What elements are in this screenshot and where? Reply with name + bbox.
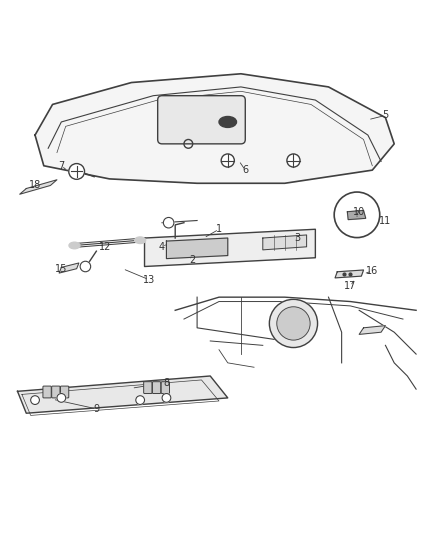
Circle shape [334, 192, 380, 238]
Text: 6: 6 [242, 165, 248, 175]
Polygon shape [18, 376, 228, 413]
Polygon shape [347, 211, 366, 220]
Circle shape [31, 395, 39, 405]
Ellipse shape [135, 237, 145, 244]
Polygon shape [35, 74, 394, 183]
Circle shape [57, 393, 66, 402]
Circle shape [221, 154, 234, 167]
FancyBboxPatch shape [161, 382, 170, 393]
Circle shape [80, 261, 91, 272]
Circle shape [287, 154, 300, 167]
Polygon shape [145, 229, 315, 266]
FancyBboxPatch shape [52, 386, 60, 398]
FancyBboxPatch shape [152, 382, 161, 393]
FancyBboxPatch shape [144, 382, 152, 393]
Text: 4: 4 [159, 242, 165, 252]
Text: 8: 8 [163, 377, 170, 387]
Ellipse shape [219, 117, 237, 127]
FancyBboxPatch shape [158, 96, 245, 144]
Circle shape [162, 393, 171, 402]
Text: ?: ? [355, 211, 359, 219]
Text: 5: 5 [382, 110, 389, 120]
Text: 1: 1 [216, 224, 222, 235]
Text: 7: 7 [58, 161, 64, 171]
Text: 9: 9 [93, 404, 99, 414]
Text: 12: 12 [99, 242, 111, 252]
FancyBboxPatch shape [43, 386, 51, 398]
Text: 15: 15 [55, 264, 67, 273]
Text: 13: 13 [143, 274, 155, 285]
Text: 16: 16 [366, 266, 378, 276]
Circle shape [277, 307, 310, 340]
Ellipse shape [69, 242, 80, 249]
Text: 11: 11 [379, 215, 392, 225]
Circle shape [69, 164, 85, 179]
Text: 18: 18 [29, 181, 41, 190]
Text: 2: 2 [190, 255, 196, 265]
Polygon shape [59, 263, 79, 273]
Text: 10: 10 [353, 207, 365, 217]
Polygon shape [20, 180, 57, 194]
Polygon shape [263, 235, 307, 250]
Polygon shape [166, 238, 228, 259]
Polygon shape [335, 270, 364, 278]
Polygon shape [359, 326, 385, 334]
Circle shape [269, 300, 318, 348]
Text: 3: 3 [295, 233, 301, 243]
Circle shape [136, 395, 145, 405]
FancyBboxPatch shape [60, 386, 69, 398]
Circle shape [163, 217, 174, 228]
Text: 17: 17 [344, 281, 357, 291]
